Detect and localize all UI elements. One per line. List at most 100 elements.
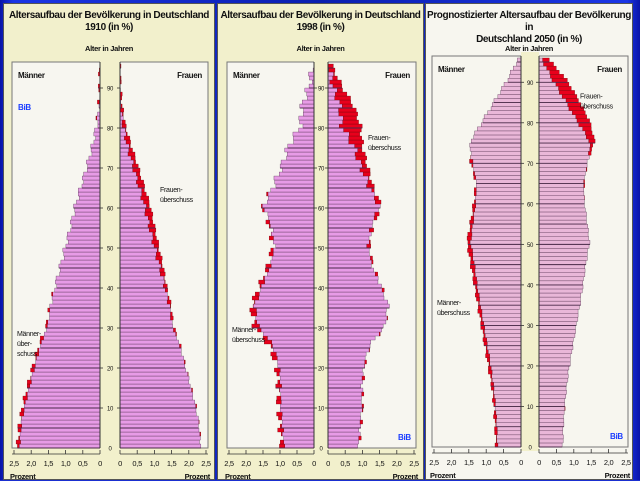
female-surplus-bar <box>146 204 149 208</box>
female-surplus-bar <box>369 228 373 232</box>
male-bar <box>279 388 314 392</box>
xlabel-right: Prozent <box>605 471 631 480</box>
male-bar <box>282 384 314 388</box>
male-bar <box>497 415 521 419</box>
female-bar <box>120 180 136 184</box>
x-tick-label-right: 1,0 <box>358 459 368 468</box>
label-maenner: Männer <box>233 71 260 80</box>
female-surplus-bar <box>362 392 364 396</box>
male-surplus-bar <box>52 292 53 296</box>
label-frauen: Frauen <box>597 65 622 74</box>
female-surplus-bar <box>328 64 333 68</box>
male-bar <box>305 88 314 92</box>
x-tick-label-left: 1,0 <box>481 458 491 467</box>
female-surplus-bar <box>120 96 121 100</box>
female-bar <box>328 196 374 200</box>
male-surplus-bar <box>280 424 281 428</box>
male-bar <box>87 168 100 172</box>
female-bar <box>539 321 576 325</box>
female-surplus-bar <box>343 116 356 120</box>
female-bar <box>328 184 367 188</box>
male-bar <box>27 392 100 396</box>
male-bar <box>473 248 521 252</box>
female-bar <box>539 253 587 257</box>
age-tick-label: 50 <box>107 247 114 253</box>
female-surplus-bar <box>355 152 365 156</box>
x-tick-label-right: 0,5 <box>340 459 350 468</box>
female-bar <box>539 313 578 317</box>
male-surplus-bar <box>276 400 281 404</box>
female-bar <box>120 340 179 344</box>
male-surplus-bar <box>23 396 27 400</box>
female-bar <box>120 256 156 260</box>
male-bar <box>476 204 521 208</box>
x-tick-label-right: 2,0 <box>604 458 614 467</box>
female-bar <box>328 252 369 256</box>
male-bar <box>39 348 100 352</box>
male-bar <box>25 400 100 404</box>
female-surplus-bar <box>132 164 138 168</box>
female-bar <box>328 372 363 376</box>
female-surplus-bar <box>544 62 554 66</box>
female-bar <box>539 99 566 103</box>
female-bar <box>539 151 588 155</box>
male-surplus-bar <box>473 171 474 175</box>
male-bar <box>478 289 521 293</box>
female-bar <box>328 288 382 292</box>
male-surplus-bar <box>40 340 41 344</box>
male-bar <box>475 273 521 277</box>
male-bar <box>293 136 314 140</box>
female-bar <box>539 411 564 415</box>
female-bar <box>120 368 186 372</box>
female-bar <box>539 346 573 350</box>
male-bar <box>287 152 314 156</box>
label-frauen: Frauen <box>177 71 202 80</box>
male-bar <box>82 184 100 188</box>
male-bar <box>84 180 100 184</box>
x-tick-label-left: 0 <box>312 459 316 468</box>
female-bar <box>120 160 134 164</box>
female-bar <box>120 128 125 132</box>
female-surplus-bar <box>142 188 145 192</box>
male-bar <box>474 261 521 265</box>
male-bar <box>471 139 521 143</box>
female-bar <box>120 384 190 388</box>
annotation-frauenueberschuss: Frauen- <box>160 187 183 194</box>
female-surplus-bar <box>339 108 357 112</box>
female-bar <box>539 200 584 204</box>
male-bar <box>21 428 100 432</box>
male-bar <box>263 332 314 336</box>
female-surplus-bar <box>387 316 388 320</box>
female-bar <box>539 443 562 447</box>
male-surplus-bar <box>21 408 24 412</box>
female-bar <box>120 388 192 392</box>
female-surplus-bar <box>362 408 363 412</box>
x-tick-label-left: 1,5 <box>44 459 54 468</box>
male-surplus-bar <box>24 400 25 404</box>
male-bar <box>31 380 100 384</box>
male-bar <box>293 132 314 136</box>
female-bar <box>539 370 568 374</box>
female-bar <box>120 360 184 364</box>
female-bar <box>539 111 572 115</box>
female-bar <box>328 88 337 92</box>
age-axis-band <box>521 52 539 451</box>
female-bar <box>328 284 382 288</box>
male-surplus-bar <box>484 334 485 338</box>
male-bar <box>476 184 521 188</box>
xlabel-left: Prozent <box>430 471 456 480</box>
female-bar <box>328 392 362 396</box>
female-bar <box>539 289 582 293</box>
male-surplus-bar <box>480 313 482 317</box>
male-surplus-bar <box>255 320 257 324</box>
male-bar <box>280 380 314 384</box>
female-surplus-bar <box>374 196 378 200</box>
male-bar <box>288 144 314 148</box>
female-surplus-bar <box>590 147 592 151</box>
female-bar <box>328 204 380 208</box>
male-surplus-bar <box>478 305 480 309</box>
female-bar <box>120 396 193 400</box>
female-bar <box>328 348 369 352</box>
male-bar <box>471 236 521 240</box>
male-surplus-bar <box>493 394 494 398</box>
